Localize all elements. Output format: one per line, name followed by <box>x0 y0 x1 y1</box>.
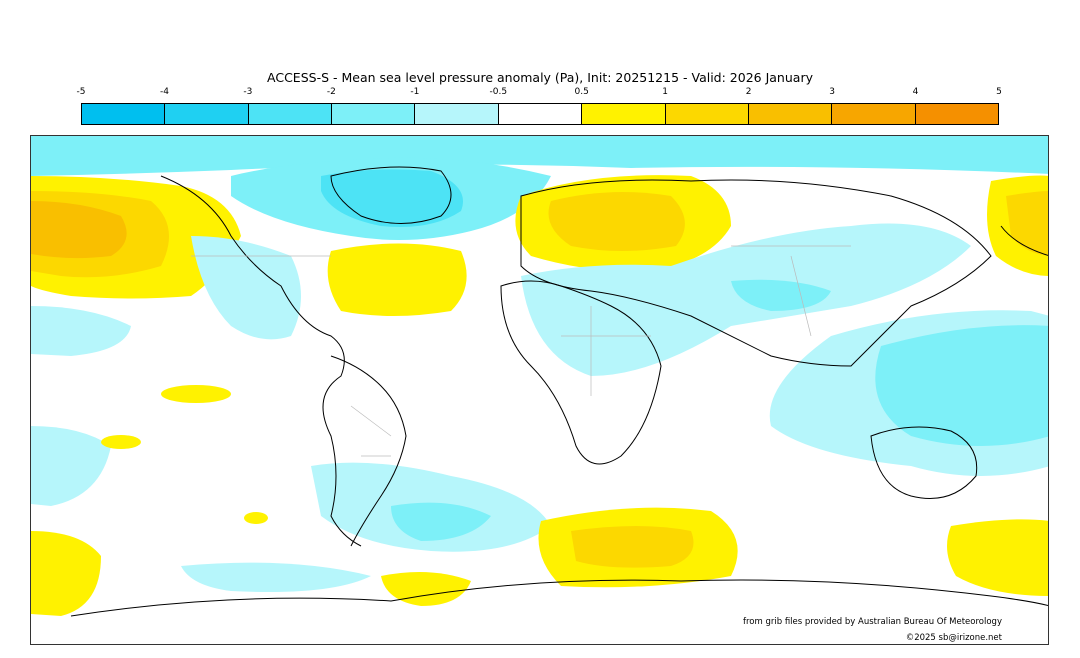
anomaly-region <box>875 325 1048 446</box>
anomaly-region <box>947 519 1048 596</box>
anomaly-region <box>191 236 301 340</box>
coastlines <box>70 166 1048 617</box>
colorbar-tick-label: 1 <box>662 87 669 97</box>
anomaly-region <box>391 502 491 541</box>
colorbar-tick-label: -1 <box>410 87 420 97</box>
colorbar-segment <box>165 104 249 124</box>
source-credit: from grib files provided by Australian B… <box>742 617 1002 627</box>
anomaly-region <box>244 512 268 524</box>
colorbar-segment <box>82 104 166 124</box>
colorbar-segment <box>915 104 998 124</box>
colorbar-segment <box>248 104 333 124</box>
anomaly-region <box>731 279 831 311</box>
colorbar-segment <box>748 104 833 124</box>
anomaly-region <box>1006 191 1048 256</box>
colorbar-tick-label: -4 <box>159 87 169 97</box>
anomaly-region <box>31 201 127 259</box>
world-map <box>30 135 1049 645</box>
anomaly-region <box>31 136 1048 176</box>
colorbar-segment <box>832 104 916 124</box>
anomaly-region <box>31 426 111 506</box>
anomaly-region <box>101 435 141 449</box>
colorbar-tick-label: -5 <box>76 87 86 97</box>
anomaly-region <box>31 306 131 356</box>
colorbar-segment <box>498 104 583 124</box>
copyright-credit: ©2025 sb@irizone.net <box>905 633 1002 643</box>
colorbar-segment <box>332 104 416 124</box>
anomaly-region <box>381 572 471 606</box>
anomaly-region <box>161 385 231 403</box>
anomaly-region <box>31 531 101 616</box>
colorbar-tick-label: -3 <box>243 87 253 97</box>
anomaly-map-svg <box>31 136 1048 617</box>
map-title: ACCESS-S - Mean sea level pressure anoma… <box>267 70 813 85</box>
colorbar-segment <box>415 104 499 124</box>
colorbar-tick-label: -0.5 <box>489 87 508 97</box>
colorbar-tick-label: 5 <box>996 87 1002 97</box>
anomaly-region <box>548 192 685 251</box>
colorbar-tick-label: 3 <box>829 87 835 97</box>
colorbar-tick-label: 2 <box>745 87 752 97</box>
colorbar-tick-label: 0.5 <box>574 87 589 97</box>
anomaly-region <box>327 243 467 316</box>
colorbar-segment <box>665 104 749 124</box>
anomaly-region <box>181 562 371 592</box>
colorbar-segment <box>582 104 666 124</box>
colorbar-tick-label: 4 <box>912 87 919 97</box>
colorbar-tick-label: -2 <box>326 87 336 97</box>
country-borders <box>191 245 851 457</box>
colorbar <box>81 103 999 125</box>
anomaly-region <box>571 526 694 568</box>
